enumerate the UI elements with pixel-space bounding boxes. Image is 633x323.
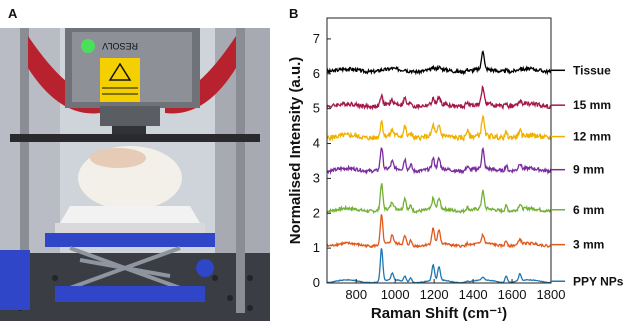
lab-jack-knob xyxy=(196,259,214,277)
x-tick-label: 800 xyxy=(345,287,367,302)
series-line-ppy-nps xyxy=(326,248,552,284)
panel-a-label: A xyxy=(8,6,18,21)
y-axis-title: Normalised Intensity (a.u.) xyxy=(287,57,304,245)
panel-b-label: B xyxy=(289,6,299,21)
y-tick-label: 7 xyxy=(313,31,320,46)
experiment-photo: RESOLV xyxy=(0,28,270,321)
y-tick-label: 5 xyxy=(313,101,320,116)
series-line-9-mm xyxy=(326,146,552,175)
x-axis: 800 1000 1200 1400 1600 1800 xyxy=(345,279,565,302)
legend-label: PPY NPs xyxy=(573,274,624,288)
x-tick-label: 1000 xyxy=(381,287,410,302)
laser-warning-icon xyxy=(108,62,132,81)
right-post xyxy=(236,28,245,313)
legend-label: 6 mm xyxy=(573,203,604,217)
lab-jack-base xyxy=(55,286,205,302)
status-led-icon xyxy=(81,39,95,53)
left-post xyxy=(20,28,29,308)
top-plate xyxy=(10,134,260,142)
y-tick-label: 6 xyxy=(313,66,320,81)
series-line-12-mm xyxy=(326,114,552,143)
legend-label: 3 mm xyxy=(573,238,604,252)
y-tick-label: 2 xyxy=(313,205,320,220)
x-tick-label: 1400 xyxy=(459,287,488,302)
x-axis-title: Raman Shift (cm⁻¹) xyxy=(371,305,507,322)
series-line-3-mm xyxy=(326,214,551,249)
x-tick-label: 1800 xyxy=(537,287,566,302)
y-tick-label: 0 xyxy=(313,275,320,290)
x-tick-label: 1600 xyxy=(498,287,527,302)
photo-illustration: RESOLV xyxy=(0,28,270,321)
y-tick-label: 4 xyxy=(313,136,320,151)
y-tick-label: 1 xyxy=(313,240,320,255)
sample-stand xyxy=(60,206,200,223)
legend: Tissue 15 mm 12 mm 9 mm 6 mm 3 mm PPY NPs xyxy=(551,63,624,288)
legend-label: 12 mm xyxy=(573,130,611,144)
plot-frame xyxy=(326,17,552,284)
y-tick-label: 3 xyxy=(313,170,320,185)
lab-jack-top xyxy=(45,233,215,247)
plot-area xyxy=(326,50,552,284)
legend-label: Tissue xyxy=(573,63,611,77)
legend-label: 15 mm xyxy=(573,98,611,112)
series-line-15-mm xyxy=(326,84,552,111)
y-axis: 0 1 2 3 4 5 6 7 xyxy=(313,31,331,290)
series-line-tissue xyxy=(326,50,552,76)
x-tick-label: 1200 xyxy=(420,287,449,302)
legend-label: 9 mm xyxy=(573,163,604,177)
series-line-6-mm xyxy=(326,183,552,215)
device-brand-text: RESOLV xyxy=(102,41,138,51)
